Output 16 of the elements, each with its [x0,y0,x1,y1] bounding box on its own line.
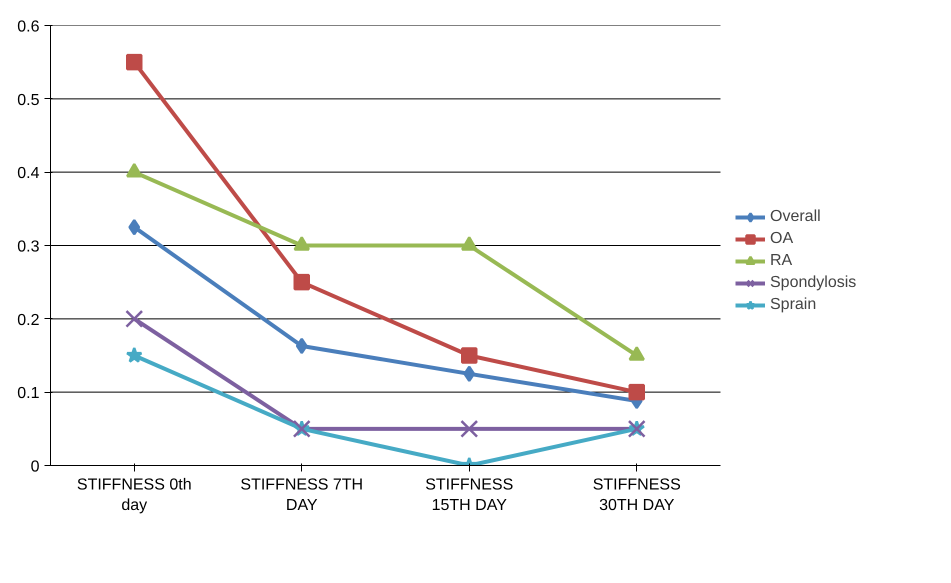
legend-label: Overall [770,208,821,226]
legend-label: Spondylosis [770,274,856,292]
legend-label: OA [770,230,794,248]
y-tick-label: 0 [30,458,40,476]
x-tick-label: STIFFNESS 7TH DAY [240,476,364,514]
y-tick-label: 0.6 [17,18,40,36]
legend-label: RA [770,252,792,270]
y-tick-label: 0.2 [17,312,40,329]
y-tick-label: 0.1 [17,385,40,402]
y-tick-label: 0.4 [17,165,40,182]
x-tick-label: STIFFNESS 30TH DAY [592,476,681,514]
y-tick-label: 0.5 [17,92,40,109]
y-tick-label: 0.3 [17,238,40,256]
x-tick-label: STIFFNESS 0th day [76,476,192,514]
x-tick-label: STIFFNESS 15TH DAY [425,476,514,514]
legend-label: Sprain [770,296,816,314]
